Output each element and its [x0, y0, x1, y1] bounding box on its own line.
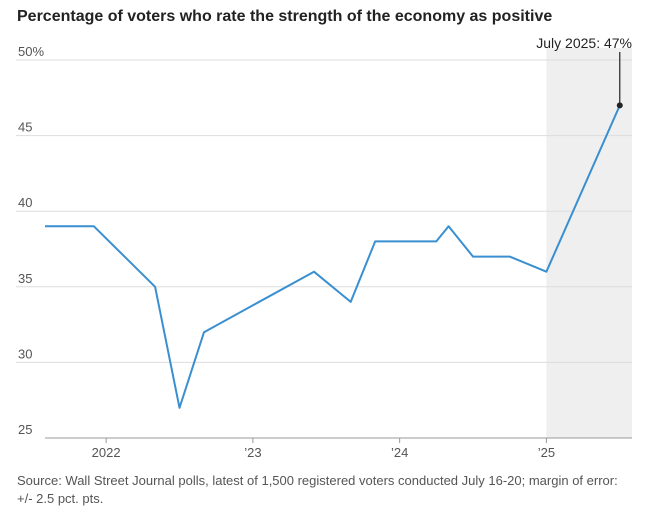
y-tick-label: 40 — [18, 195, 32, 210]
y-tick-label: 45 — [18, 120, 32, 135]
source-note: Source: Wall Street Journal polls, lates… — [17, 473, 618, 506]
highlight-band — [546, 48, 632, 438]
annotation-marker — [616, 102, 623, 109]
y-tick-label: 30 — [18, 346, 32, 361]
gridlines — [16, 59, 632, 363]
annotation-label: July 2025: 47% — [536, 35, 632, 51]
annotation-layer: July 2025: 47% — [536, 35, 632, 109]
y-axis-ticks: 50% 45 40 35 30 25 — [18, 44, 44, 437]
x-tick-label: ’24 — [391, 445, 408, 460]
series-line — [45, 104, 621, 409]
y-tick-label: 50% — [18, 44, 44, 59]
series-layer — [45, 104, 621, 409]
y-tick-label: 35 — [18, 271, 32, 286]
x-tick-label: ’23 — [244, 445, 261, 460]
y-tick-label: 25 — [18, 422, 32, 437]
line-chart: 50% 45 40 35 30 25 2022 ’23 ’24 ’25 July 2025: 4… — [16, 35, 632, 460]
x-tick-label: ’25 — [538, 445, 555, 460]
x-tick-label: 2022 — [92, 445, 121, 460]
x-axis-ticks: 2022 ’23 ’24 ’25 — [45, 437, 632, 460]
chart-title: Percentage of voters who rate the streng… — [17, 8, 553, 25]
highlight-band-layer — [546, 48, 632, 438]
